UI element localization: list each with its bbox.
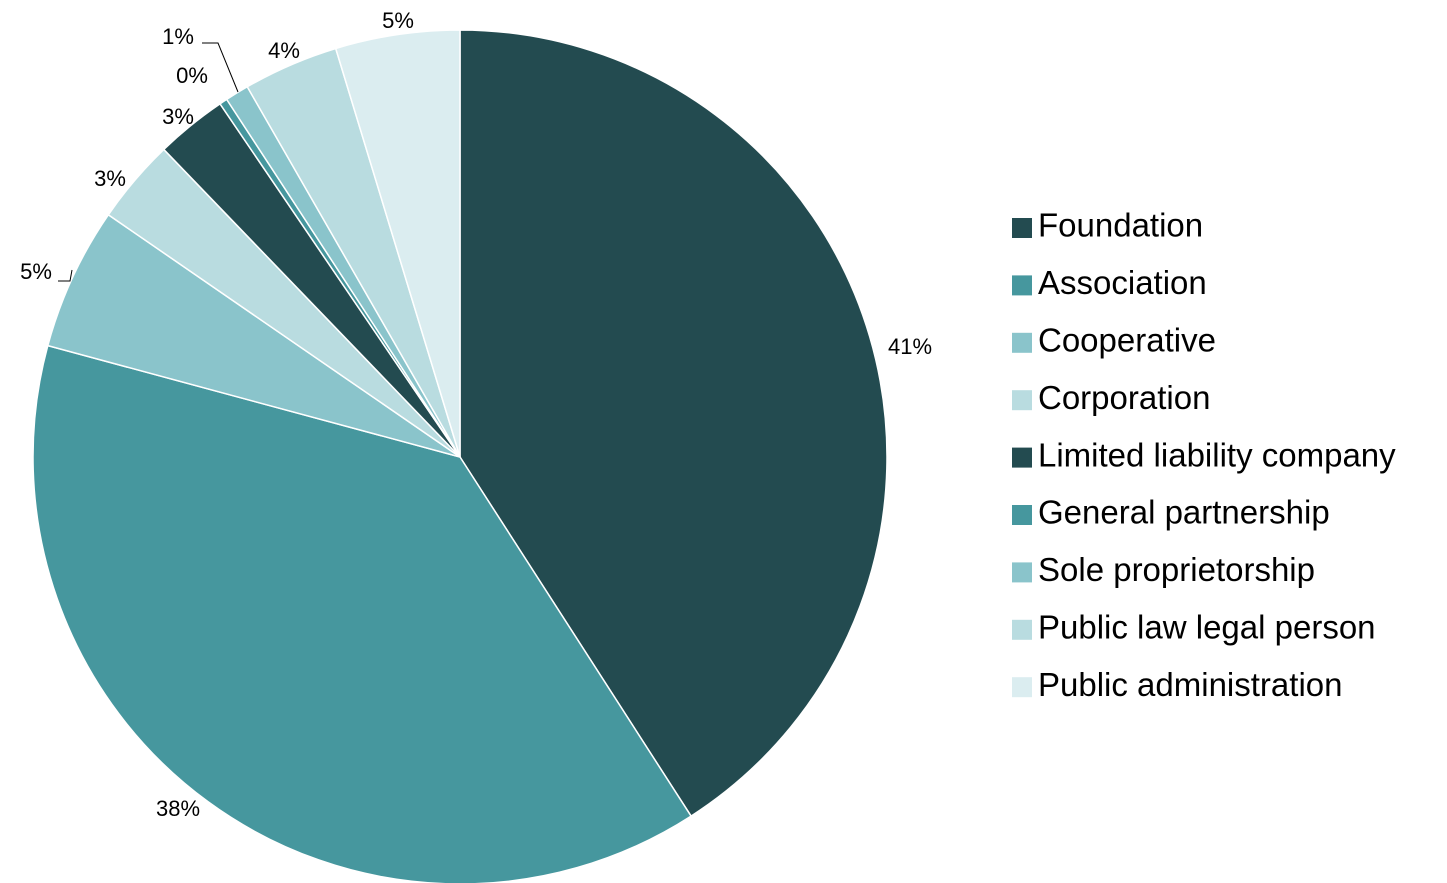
data-label: 41%: [888, 334, 932, 359]
data-label: 4%: [268, 38, 300, 63]
legend-label: Public law legal person: [1038, 609, 1376, 646]
legend-swatch: [1012, 677, 1032, 698]
data-label: 3%: [94, 166, 126, 191]
legend-label: Cooperative: [1038, 322, 1216, 359]
legend-swatch: [1012, 218, 1032, 238]
legend-label: Sole proprietorship: [1038, 551, 1315, 588]
legend-swatch: [1012, 390, 1032, 411]
legend-label: Corporation: [1038, 379, 1210, 416]
legend-swatch: [1012, 562, 1032, 583]
pie-slice: [459, 29, 888, 818]
data-label: 0%: [176, 63, 208, 88]
pie-slice: [32, 344, 693, 883]
data-label: 1%: [162, 24, 194, 49]
legend-swatch: [1012, 447, 1032, 468]
data-label: 3%: [162, 104, 194, 129]
legend-label: Public administration: [1038, 666, 1342, 703]
legend-label: Association: [1038, 264, 1207, 301]
legend-label: Foundation: [1038, 207, 1203, 244]
legend-label: General partnership: [1038, 494, 1330, 531]
legend-label: Limited liability company: [1038, 436, 1396, 473]
legend-swatch: [1012, 275, 1032, 296]
legend-swatch: [1012, 332, 1032, 353]
leader-line: [202, 42, 239, 93]
legend-swatch: [1012, 505, 1032, 525]
data-label: 38%: [156, 796, 200, 821]
data-label: 5%: [20, 259, 52, 284]
leader-line: [58, 269, 73, 282]
legend-swatch: [1012, 619, 1032, 640]
pie-slice: [46, 213, 461, 458]
data-label: 5%: [382, 8, 414, 33]
pie-slice: [334, 29, 461, 458]
